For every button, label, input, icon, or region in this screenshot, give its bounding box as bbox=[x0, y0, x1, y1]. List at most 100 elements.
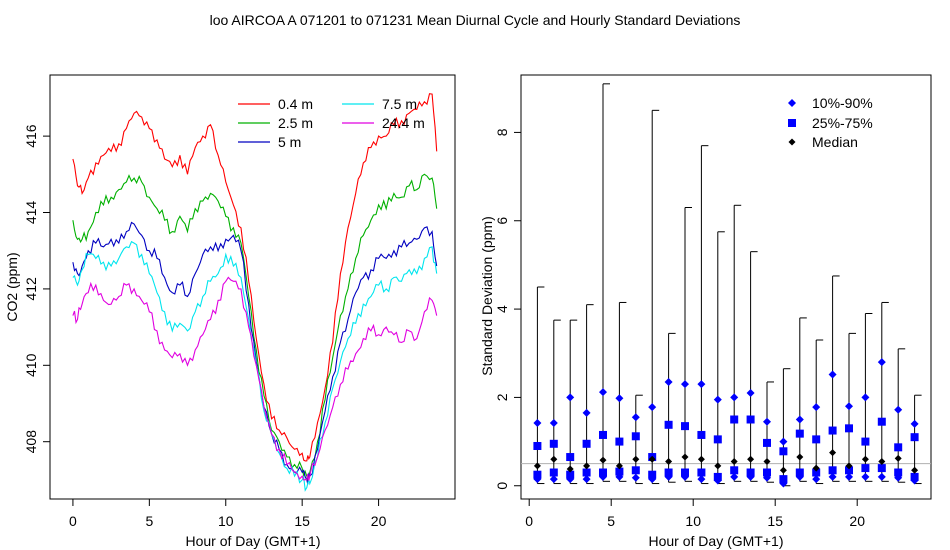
x-tick-label: 15 bbox=[767, 513, 783, 529]
median-point bbox=[894, 454, 902, 462]
p75-point bbox=[697, 430, 706, 439]
legend-label: Median bbox=[812, 134, 858, 150]
p25-point bbox=[664, 468, 673, 477]
p75-point bbox=[861, 437, 870, 446]
p90-point bbox=[697, 380, 706, 389]
co2-diurnal-panel: 0 5 10 15 20 408 410 412 414 416 Hour of Day (GM… bbox=[4, 74, 456, 549]
p25-point bbox=[697, 468, 706, 477]
p75-point bbox=[549, 439, 558, 448]
p90-point bbox=[812, 403, 821, 412]
series-line-7-5-m bbox=[72, 240, 438, 492]
x-tick-label: 15 bbox=[294, 513, 310, 529]
median-point bbox=[583, 462, 591, 470]
p90-point bbox=[713, 395, 722, 404]
series-line-5-m bbox=[72, 221, 438, 485]
p75-point bbox=[566, 453, 575, 462]
median-point bbox=[796, 453, 804, 461]
p90-point bbox=[845, 402, 853, 411]
legend-marker bbox=[788, 119, 796, 127]
p75-point bbox=[763, 438, 771, 447]
x-tick-label: 20 bbox=[849, 513, 865, 529]
y-tick-label: 416 bbox=[23, 124, 39, 148]
p75-point bbox=[664, 420, 673, 429]
x-tick-label: 5 bbox=[607, 513, 615, 529]
p25-point bbox=[812, 468, 821, 477]
legend-label: 0.4 m bbox=[278, 96, 313, 112]
legend-label: 5 m bbox=[278, 134, 301, 150]
p10-point bbox=[861, 472, 870, 481]
y-tick-label: 6 bbox=[494, 217, 510, 225]
p25-point bbox=[746, 468, 755, 477]
x-tick-label: 10 bbox=[218, 513, 234, 529]
legend-marker bbox=[788, 138, 796, 146]
right-legend: 10%-90% 25%-75% Median bbox=[788, 95, 873, 150]
std-deviation-panel: 0 5 10 15 20 0 2 4 6 8 Hour of Day (GMT+1) Stand… bbox=[479, 74, 932, 549]
left-x-axis: 0 5 10 15 20 bbox=[69, 499, 387, 529]
p90-point bbox=[664, 377, 673, 386]
p25-point bbox=[713, 472, 722, 481]
p25-point bbox=[566, 470, 575, 479]
p25-point bbox=[861, 464, 870, 473]
p25-point bbox=[615, 467, 624, 476]
x-tick-label: 5 bbox=[145, 513, 153, 529]
p25-point bbox=[681, 468, 689, 477]
p75-point bbox=[877, 417, 886, 426]
p10-point bbox=[582, 475, 591, 484]
left-x-axis-label: Hour of Day (GMT+1) bbox=[186, 533, 321, 549]
median-point bbox=[665, 457, 673, 465]
median-point bbox=[779, 466, 787, 474]
legend-label: 2.5 m bbox=[278, 115, 313, 131]
series-line-0-4-m bbox=[72, 93, 438, 462]
p75-point bbox=[779, 447, 788, 456]
p10-point bbox=[845, 472, 853, 481]
p10-point bbox=[812, 475, 821, 484]
median-point bbox=[599, 456, 607, 464]
legend-label: 7.5 m bbox=[382, 96, 417, 112]
series-line-24-4-m bbox=[72, 276, 438, 481]
x-tick-label: 20 bbox=[371, 513, 387, 529]
median-point bbox=[533, 462, 541, 470]
y-tick-label: 4 bbox=[494, 305, 510, 313]
median-point bbox=[714, 462, 722, 470]
right-x-axis: 0 5 10 15 20 bbox=[525, 499, 865, 529]
p90-point bbox=[894, 405, 903, 414]
right-y-axis: 0 2 4 6 8 bbox=[494, 128, 521, 490]
y-tick-label: 2 bbox=[494, 393, 510, 401]
p10-point bbox=[877, 472, 886, 481]
p90-point bbox=[795, 415, 804, 424]
median-point bbox=[878, 457, 886, 465]
y-tick-label: 408 bbox=[23, 430, 39, 454]
p90-point bbox=[631, 413, 640, 422]
p25-point bbox=[779, 475, 788, 484]
median-point bbox=[747, 455, 755, 463]
p90-point bbox=[877, 358, 886, 367]
left-series-lines bbox=[72, 93, 438, 492]
median-point bbox=[550, 455, 558, 463]
x-tick-label: 10 bbox=[685, 513, 701, 529]
median-point bbox=[861, 455, 869, 463]
median-point bbox=[911, 466, 919, 474]
p90-point bbox=[779, 437, 788, 446]
p90-point bbox=[910, 419, 919, 428]
p75-point bbox=[910, 433, 919, 442]
p90-point bbox=[533, 419, 542, 428]
legend-label: 24.4 m bbox=[382, 115, 425, 131]
p10-point bbox=[730, 472, 739, 481]
y-tick-label: 410 bbox=[23, 353, 39, 377]
p75-point bbox=[713, 435, 722, 444]
y-tick-label: 8 bbox=[494, 128, 510, 136]
p25-point bbox=[533, 470, 542, 479]
p90-point bbox=[730, 393, 739, 402]
p75-point bbox=[615, 437, 624, 446]
y-tick-label: 412 bbox=[23, 277, 39, 301]
p25-point bbox=[894, 468, 903, 477]
p75-point bbox=[599, 430, 607, 439]
legend-label: 25%-75% bbox=[812, 115, 873, 131]
p90-point bbox=[582, 408, 591, 417]
p90-point bbox=[549, 419, 558, 428]
p75-point bbox=[845, 424, 853, 433]
p75-point bbox=[730, 415, 739, 424]
median-point bbox=[632, 455, 640, 463]
x-tick-label: 0 bbox=[69, 513, 77, 529]
median-point bbox=[829, 449, 837, 457]
